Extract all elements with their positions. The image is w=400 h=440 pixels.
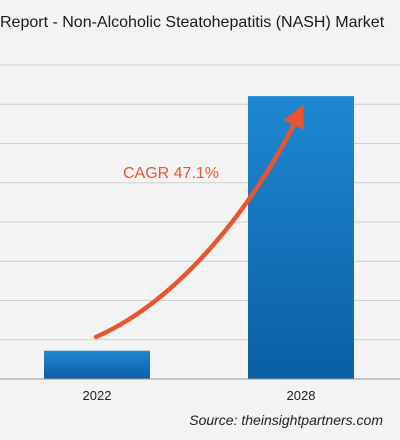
x-tick-label: 2022 — [83, 388, 112, 403]
x-tick-label: 2028 — [287, 388, 316, 403]
bar-2022 — [44, 350, 150, 379]
x-tick-labels: 2022 2028 — [83, 388, 316, 403]
bar-chart: 2022 2028 CAGR 47.1% — [0, 64, 400, 403]
bars — [44, 96, 354, 379]
chart-area: 2022 2028 CAGR 47.1% — [0, 50, 400, 440]
cagr-label: CAGR 47.1% — [123, 165, 219, 182]
bar-2028 — [248, 96, 354, 379]
source-text: Source: theinsightpartners.com — [189, 412, 383, 428]
chart-title: Report - Non-Alcoholic Steatohepatitis (… — [0, 14, 385, 31]
title-band: Report - Non-Alcoholic Steatohepatitis (… — [0, 0, 400, 50]
growth-arrow — [93, 104, 304, 340]
